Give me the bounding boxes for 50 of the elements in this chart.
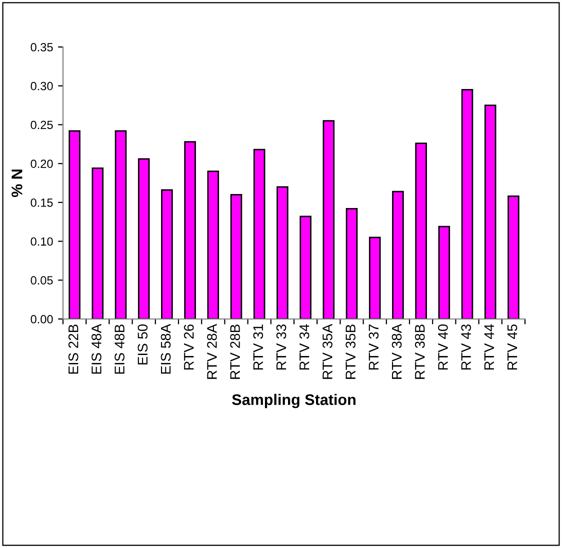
bar xyxy=(484,104,496,319)
x-tick-label: RTV 31 xyxy=(253,324,264,370)
y-tick-label: 0.10 xyxy=(30,237,53,246)
x-tick-label: RTV 34 xyxy=(299,324,310,370)
x-tick-label: RTV 28A xyxy=(207,324,217,379)
bar xyxy=(415,142,427,319)
bar xyxy=(253,148,266,319)
x-tick-label: RTV 28B xyxy=(230,324,240,379)
bar xyxy=(138,158,150,319)
y-tick-label: 0.15 xyxy=(30,198,53,207)
x-tick-label: EIS 58A xyxy=(160,324,171,374)
x-tick-label: RTV 33 xyxy=(276,324,286,370)
y-tick-label: 0.30 xyxy=(30,82,53,90)
bar xyxy=(346,208,358,319)
y-tick-label: 0.35 xyxy=(30,43,53,52)
x-tick-label: RTV 37 xyxy=(368,324,379,370)
x-tick-label: RTV 35B xyxy=(346,324,356,379)
x-tick-label: RTV 38A xyxy=(392,324,402,379)
bar xyxy=(438,226,450,319)
y-tick-label: 0.05 xyxy=(30,276,53,285)
bar xyxy=(92,168,104,319)
y-tick-label: 0.00 xyxy=(30,315,53,324)
x-tick-label: RTV 40 xyxy=(438,324,448,370)
x-tick-label: RTV 45 xyxy=(507,324,518,370)
bar xyxy=(276,186,288,319)
bar xyxy=(300,216,312,319)
x-tick-label: RTV 44 xyxy=(484,324,494,370)
y-tick-label: 0.20 xyxy=(30,160,53,168)
x-tick-label: EIS 22B xyxy=(68,324,78,374)
bar xyxy=(68,130,80,319)
x-tick-label: EIS 48A xyxy=(92,324,102,374)
bar xyxy=(322,120,335,319)
x-tick-label: RTV 43 xyxy=(461,324,471,370)
x-tick-label: EIS 50 xyxy=(138,324,148,364)
y-tick-label: 0.25 xyxy=(30,120,53,130)
bar xyxy=(368,236,381,319)
x-axis-title: Sampling Station xyxy=(232,394,356,408)
x-tick-label: RTV 35A xyxy=(322,324,332,379)
bar xyxy=(161,189,173,319)
y-axis-title: % N xyxy=(12,170,22,198)
bar xyxy=(508,196,520,319)
bar xyxy=(207,170,220,319)
x-tick-label: RTV 26 xyxy=(184,324,194,370)
bar xyxy=(114,130,127,319)
bar xyxy=(230,194,242,319)
x-tick-label: RTV 38B xyxy=(414,324,425,379)
x-tick-label: EIS 48B xyxy=(114,324,124,374)
bar xyxy=(184,141,196,319)
bar xyxy=(461,89,474,319)
bar xyxy=(392,190,404,319)
